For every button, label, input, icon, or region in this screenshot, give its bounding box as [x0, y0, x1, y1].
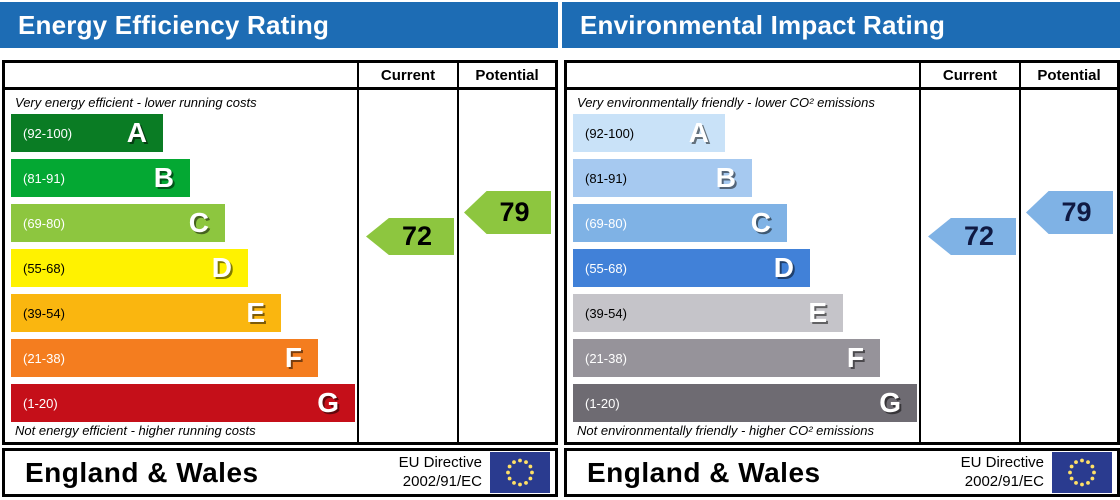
environmental-current-header: Current	[919, 63, 1019, 90]
band-range-label: (55-68)	[23, 260, 65, 276]
environmental-potential-value: 79	[1061, 197, 1092, 227]
environmental-band-e: (39-54) E	[573, 294, 843, 332]
band-range-label: (92-100)	[23, 125, 73, 141]
environmental-band-area: Very environmentally friendly - lower CO…	[567, 90, 919, 442]
environmental-band-g: (1-20) G	[573, 384, 917, 422]
environmental-caption-bottom: Not environmentally friendly - higher CO…	[577, 423, 874, 438]
environmental-potential-arrow: 79	[1026, 191, 1113, 234]
environmental-title-bar: Environmental Impact Rating	[562, 2, 1120, 48]
energy-band-c: (69-80) C	[11, 204, 225, 242]
energy-current-arrow: 72	[366, 218, 454, 255]
band-range-label: (1-20)	[23, 395, 58, 411]
energy-eu-directive: EU Directive 2002/91/EC	[399, 454, 482, 492]
band-letter: B	[153, 162, 174, 193]
band-letter: A	[688, 117, 709, 148]
energy-title: Energy Efficiency Rating	[18, 9, 330, 40]
band-letter: E	[246, 297, 265, 328]
band-range-label: (39-54)	[23, 305, 65, 321]
band-letter: F	[284, 342, 302, 373]
band-letter: B	[715, 162, 736, 193]
eu-directive-line1: EU Directive	[398, 453, 482, 471]
environmental-region-label: England & Wales	[587, 456, 821, 488]
eu-directive-line2: 2002/91/EC	[964, 472, 1044, 490]
environmental-potential-header: Potential	[1019, 63, 1117, 90]
band-range-label: (21-38)	[23, 350, 65, 366]
environmental-bands: (92-100) A (81-91) B (69-80) C (55-68) D…	[573, 114, 917, 429]
energy-band-g: (1-20) G	[11, 384, 355, 422]
band-range-label: (55-68)	[585, 260, 627, 276]
energy-band-area: Very energy efficient - lower running co…	[5, 90, 357, 442]
environmental-footer: England & Wales EU Directive 2002/91/EC	[564, 448, 1120, 497]
energy-band-a: (92-100) A	[11, 114, 163, 152]
band-range-label: (92-100)	[585, 125, 635, 141]
band-letter: D	[211, 252, 232, 283]
energy-band-b: (81-91) B	[11, 159, 190, 197]
energy-band-e: (39-54) E	[11, 294, 281, 332]
energy-caption-top: Very energy efficient - lower running co…	[15, 95, 257, 110]
environmental-band-b: (81-91) B	[573, 159, 752, 197]
energy-current-value: 72	[401, 221, 433, 251]
band-letter: G	[317, 387, 339, 418]
band-range-label: (81-91)	[23, 170, 65, 186]
environmental-current-column: 72	[919, 90, 1019, 442]
energy-potential-header: Potential	[457, 63, 555, 90]
energy-footer: England & Wales EU Directive 2002/91/EC	[2, 448, 558, 497]
environmental-band-f: (21-38) F	[573, 339, 880, 377]
environmental-current-arrow: 72	[928, 218, 1016, 255]
energy-band-f: (21-38) F	[11, 339, 318, 377]
environmental-potential-column: 79	[1019, 90, 1117, 442]
band-letter: F	[846, 342, 864, 373]
energy-rating-table: Current Potential Very energy efficient …	[2, 60, 558, 445]
energy-potential-arrow: 79	[464, 191, 551, 234]
environmental-caption-top: Very environmentally friendly - lower CO…	[577, 95, 875, 110]
environmental-impact-panel: Environmental Impact Rating Current Pote…	[562, 0, 1120, 500]
environmental-current-value: 72	[963, 221, 995, 251]
energy-bands: (92-100) A (81-91) B (69-80) C (55-68) D…	[11, 114, 355, 429]
environmental-header-spacer	[567, 63, 919, 90]
band-range-label: (1-20)	[585, 395, 620, 411]
eu-directive-line2: 2002/91/EC	[402, 472, 482, 490]
energy-efficiency-panel: Energy Efficiency Rating Current Potenti…	[0, 0, 558, 500]
energy-potential-column: 79	[457, 90, 555, 442]
energy-band-d: (55-68) D	[11, 249, 248, 287]
eu-flag-icon	[490, 452, 550, 493]
energy-potential-value: 79	[499, 197, 530, 227]
band-range-label: (69-80)	[585, 215, 627, 231]
band-letter: A	[126, 117, 147, 148]
energy-header-spacer	[5, 63, 357, 90]
eu-flag-icon	[1052, 452, 1112, 493]
band-range-label: (39-54)	[585, 305, 627, 321]
band-range-label: (21-38)	[585, 350, 627, 366]
band-letter: E	[808, 297, 827, 328]
band-range-label: (69-80)	[23, 215, 65, 231]
environmental-band-c: (69-80) C	[573, 204, 787, 242]
band-letter: C	[750, 207, 771, 238]
band-letter: D	[773, 252, 794, 283]
energy-current-header: Current	[357, 63, 457, 90]
energy-caption-bottom: Not energy efficient - higher running co…	[15, 423, 256, 438]
environmental-title: Environmental Impact Rating	[580, 9, 946, 40]
eu-directive-line1: EU Directive	[960, 453, 1044, 471]
energy-region-label: England & Wales	[25, 456, 259, 488]
band-letter: C	[188, 207, 209, 238]
environmental-band-d: (55-68) D	[573, 249, 810, 287]
environmental-rating-table: Current Potential Very environmentally f…	[564, 60, 1120, 445]
band-range-label: (81-91)	[585, 170, 627, 186]
energy-title-bar: Energy Efficiency Rating	[0, 2, 558, 48]
band-letter: G	[879, 387, 901, 418]
environmental-eu-directive: EU Directive 2002/91/EC	[961, 454, 1044, 492]
energy-current-column: 72	[357, 90, 457, 442]
environmental-band-a: (92-100) A	[573, 114, 725, 152]
